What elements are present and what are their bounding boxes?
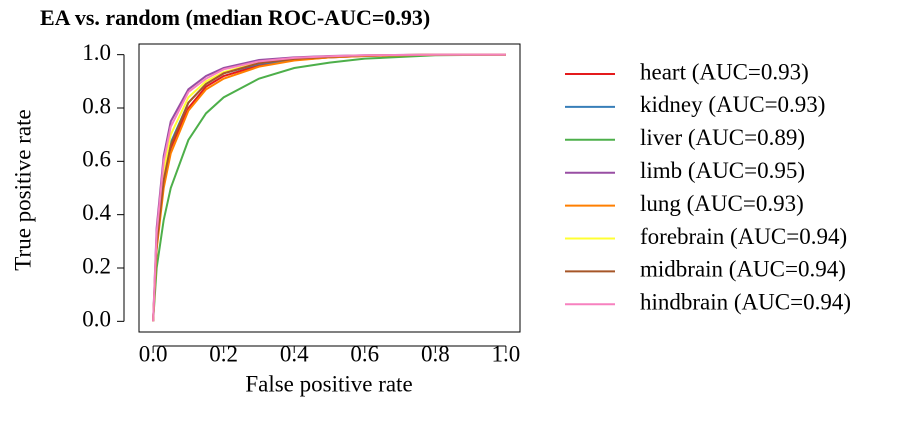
x-tick-label: 0.0 xyxy=(139,341,168,366)
x-tick-label: 0.2 xyxy=(209,341,238,366)
x-tick-label: 1.0 xyxy=(492,341,521,366)
roc-line xyxy=(152,53,506,322)
roc-line xyxy=(152,53,506,322)
x-axis-label: False positive rate xyxy=(245,371,412,396)
roc-line xyxy=(152,53,506,322)
y-axis-label: True positive rate xyxy=(10,109,35,270)
legend-label: kidney (AUC=0.93) xyxy=(640,92,825,117)
y-tick-label: 1.0 xyxy=(82,40,111,65)
roc-line xyxy=(152,53,506,322)
legend-label: midbrain (AUC=0.94) xyxy=(640,257,846,282)
legend-label: lung (AUC=0.93) xyxy=(640,191,804,216)
y-tick-label: 0.0 xyxy=(82,307,111,332)
legend-label: limb (AUC=0.95) xyxy=(640,158,805,183)
legend-label: liver (AUC=0.89) xyxy=(640,125,805,150)
legend-label: forebrain (AUC=0.94) xyxy=(640,224,847,249)
y-tick-label: 0.8 xyxy=(82,93,111,118)
y-tick-label: 0.6 xyxy=(82,147,111,172)
x-tick-label: 0.6 xyxy=(350,341,379,366)
roc-line xyxy=(152,53,506,322)
x-tick-label: 0.8 xyxy=(421,341,450,366)
legend-label: hindbrain (AUC=0.94) xyxy=(640,290,851,315)
plot-frame xyxy=(138,43,521,333)
x-tick-label: 0.4 xyxy=(280,341,309,366)
legend-label: heart (AUC=0.93) xyxy=(640,59,809,84)
roc-line xyxy=(152,53,506,322)
y-tick-label: 0.4 xyxy=(82,200,111,225)
roc-line xyxy=(152,53,506,322)
y-tick-label: 0.2 xyxy=(82,253,111,278)
chart-title: EA vs. random (median ROC-AUC=0.93) xyxy=(40,5,430,30)
roc-line xyxy=(152,53,506,322)
